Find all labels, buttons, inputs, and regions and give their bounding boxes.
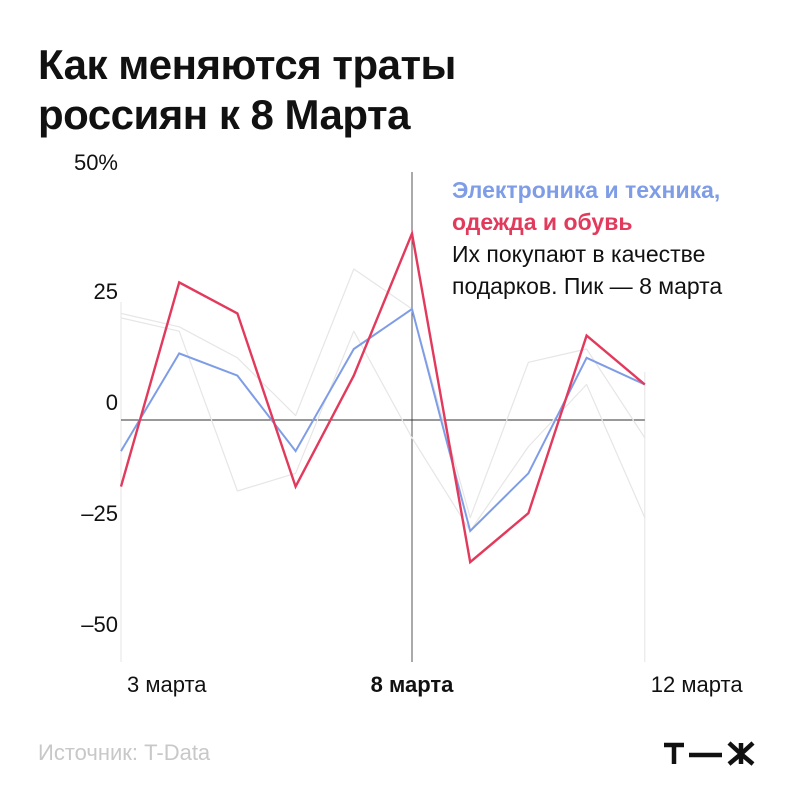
y-tick-label: 25 <box>94 279 118 304</box>
background-series-line-1 <box>120 268 646 519</box>
series-group <box>119 229 646 565</box>
chart-title: Как меняются траты россиян к 8 Марта <box>38 40 758 140</box>
tzh-logo <box>664 741 755 766</box>
y-tick-label: 50% <box>74 150 118 175</box>
series-line-clothing <box>119 229 646 565</box>
series-line-electronics <box>120 307 646 533</box>
legend-note-line-2: подарков. Пик — 8 марта <box>452 273 723 299</box>
x-tick-label: 8 марта <box>371 672 454 697</box>
legend: Электроника и техника, одежда и обувь Их… <box>452 174 782 302</box>
source-note: Источник: T-Data <box>38 740 211 765</box>
legend-series-electronics: Электроника и техника, <box>452 177 721 203</box>
legend-note-line-1: Их покупают в качестве <box>452 241 706 267</box>
y-tick-label: 0 <box>106 390 118 415</box>
background-series-line-2 <box>120 317 646 532</box>
tick-labels: 50% 25 0 –25 –50 3 марта 8 марта 12 марта <box>74 150 743 697</box>
legend-series-clothing: одежда и обувь <box>452 209 633 235</box>
chart-title-line-2: россиян к 8 Марта <box>38 91 410 138</box>
chart-axes <box>120 172 646 662</box>
y-tick-label: –25 <box>81 501 118 526</box>
x-tick-label: 3 марта <box>127 672 207 697</box>
y-tick-label: –50 <box>81 612 118 637</box>
x-tick-label: 12 марта <box>651 672 744 697</box>
chart-title-line-1: Как меняются траты <box>38 41 456 88</box>
